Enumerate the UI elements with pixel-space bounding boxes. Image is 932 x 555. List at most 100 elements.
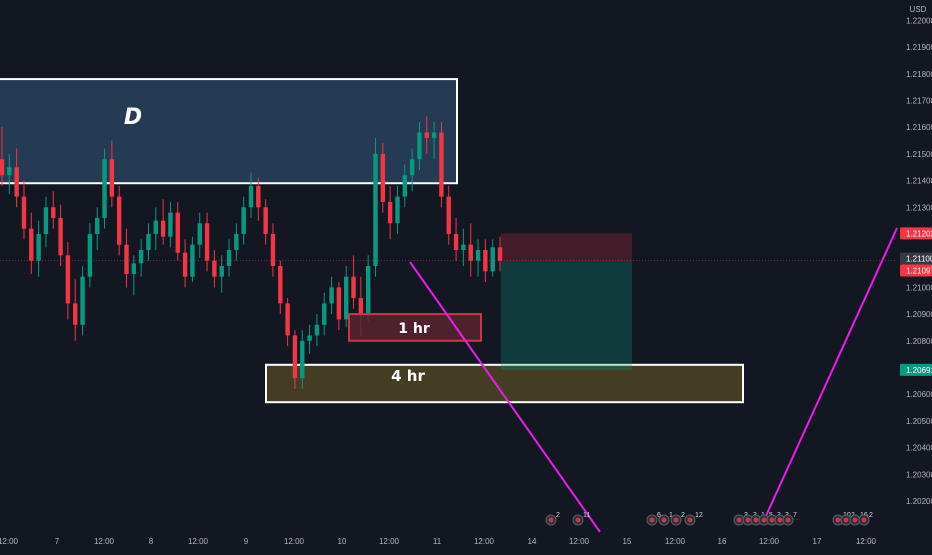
price-tick-label: 1.20500: [906, 417, 932, 426]
candle: [329, 276, 334, 315]
candlestick-series: [0, 116, 503, 389]
event-marker[interactable]: 1: [658, 512, 673, 526]
candle-body: [65, 255, 71, 304]
candle-body: [322, 303, 327, 325]
event-marker[interactable]: 2: [858, 512, 873, 526]
one-hour-zone-label: 1 hr: [398, 321, 430, 337]
event-count: 2: [869, 512, 873, 519]
price-tick-label: 1.21900: [906, 43, 932, 52]
price-tick-label: 1.21000: [906, 283, 932, 292]
time-tick-label: 12:00: [0, 537, 19, 546]
candle: [197, 212, 202, 258]
candle-body: [160, 220, 166, 237]
event-count: 6: [657, 512, 661, 519]
downtrend-projection-line[interactable]: [409, 261, 601, 533]
candle-body: [197, 223, 202, 245]
price-tag: [900, 227, 932, 240]
time-tick-label: 12:00: [569, 537, 590, 546]
candle-body: [256, 185, 261, 208]
candle-body: [0, 159, 5, 176]
event-count: 2: [556, 512, 560, 519]
event-marker[interactable]: 2: [670, 512, 685, 526]
candle: [58, 204, 63, 267]
price-tag-label: 1.21100: [906, 255, 932, 264]
candle: [65, 241, 71, 320]
candle-body: [204, 223, 210, 261]
candle-body: [168, 212, 173, 237]
candle-body: [43, 207, 49, 234]
candle-body: [116, 196, 122, 245]
candle-body: [124, 244, 129, 275]
candle-body: [344, 276, 349, 320]
event-marker[interactable]: 2: [545, 512, 560, 526]
price-tag: [900, 363, 932, 376]
candle: [263, 199, 268, 245]
time-tick-label: 8: [149, 537, 154, 546]
candle: [300, 330, 305, 389]
event-marker[interactable]: 7: [782, 512, 797, 526]
event-marker[interactable]: 12: [684, 512, 703, 526]
one-hour-zone[interactable]: [348, 313, 482, 342]
candle-body: [36, 233, 41, 261]
event-marker[interactable]: 6: [646, 512, 661, 526]
daily-zone[interactable]: [0, 78, 458, 185]
candle-body: [278, 266, 283, 304]
event-dot: [843, 517, 849, 523]
event-count: 2: [681, 512, 685, 519]
candle-body: [358, 298, 364, 315]
candle: [219, 255, 224, 293]
candle: [373, 137, 378, 277]
price-axis[interactable]: USD 1.22000 1.21900 1.21800 1.21700 1.21600 1…: [906, 5, 932, 506]
event-dot: [745, 517, 751, 523]
candle-body: [102, 159, 107, 218]
candle-body: [182, 252, 188, 277]
candle: [453, 217, 459, 261]
candle-body: [138, 249, 144, 264]
position-stop-zone[interactable]: [501, 233, 632, 262]
time-tick-label: 12:00: [856, 537, 877, 546]
price-tick-label: 1.22000: [906, 16, 932, 25]
candle: [109, 140, 115, 208]
candle-body: [402, 175, 407, 197]
candle-body: [461, 244, 466, 250]
candle-body: [336, 287, 342, 320]
time-axis[interactable]: 12:00 7 12:00 8 12:00 9 12:00 10 12:00 11 12:00 14 1…: [0, 537, 877, 546]
candle: [307, 324, 312, 355]
time-tick-label: 14: [528, 537, 537, 546]
candle-body: [58, 217, 63, 256]
candle: [21, 180, 27, 240]
time-tick-label: 12:00: [665, 537, 686, 546]
event-dot: [785, 517, 791, 523]
candle-body: [109, 159, 115, 197]
candle: [365, 255, 371, 323]
time-tick-label: 7: [55, 537, 60, 546]
time-tick-label: 16: [718, 537, 727, 546]
candle-body: [95, 217, 100, 234]
candle: [190, 236, 195, 283]
candle: [336, 282, 342, 331]
candle: [146, 223, 151, 261]
four-hour-zone-label: 4 hr: [391, 367, 425, 385]
candle-body: [80, 276, 85, 325]
currency-label: USD: [910, 5, 927, 14]
uptrend-projection-line[interactable]: [764, 227, 898, 519]
position-target-zone[interactable]: [501, 261, 632, 370]
candle-body: [409, 159, 415, 176]
candle: [314, 314, 320, 347]
candle-body: [387, 201, 393, 224]
candle-body: [131, 263, 137, 275]
event-dot: [649, 517, 655, 523]
candle: [153, 207, 158, 250]
event-marker[interactable]: 11: [572, 512, 590, 526]
candle: [102, 148, 107, 229]
candle-body: [417, 132, 422, 160]
time-tick-label: 15: [623, 537, 632, 546]
candle-body: [87, 233, 93, 277]
candle: [417, 121, 422, 170]
daily-zone-label: D: [124, 105, 142, 130]
candle: [7, 153, 12, 194]
price-tag: [900, 264, 932, 277]
candle: [95, 207, 100, 250]
